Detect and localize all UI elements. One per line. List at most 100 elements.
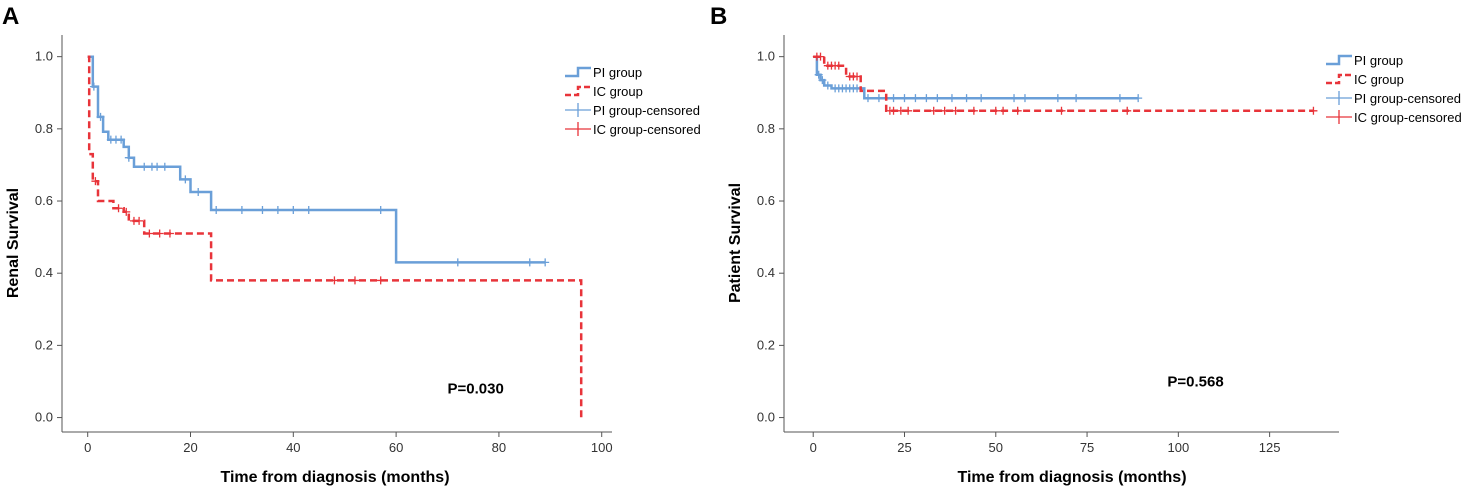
panel-b-x-tick-label-3: 75 (1080, 440, 1094, 455)
panel-b-legend-swatch-3 (1326, 110, 1352, 124)
panel-b-letter: B (710, 3, 727, 30)
panel-b-series-1-censor-mark-8 (853, 72, 862, 81)
panel-b-y-tick-label-1: 0.2 (757, 337, 775, 352)
panel-b-y-axis-title: Patient Survival (727, 183, 744, 303)
panel-b-series-1-censor-mark-11 (896, 106, 905, 115)
panel-b-series-0-censor-mark-14 (911, 94, 920, 103)
panel-a-series-1-censor-mark-9 (350, 276, 359, 285)
panel-a-series-0-censor-mark-17 (304, 206, 313, 215)
panel-a-legend-swatch-2 (565, 103, 591, 117)
panel-b-series-1-censor-mark-20 (1057, 106, 1066, 115)
panel-b-series-0-censor-mark-1 (818, 76, 827, 85)
panel-b-series-1-censor-mark-14 (940, 106, 949, 115)
panel-a-series-0-censor-mark-4 (117, 135, 126, 144)
panel-a-x-tick-label-1: 20 (183, 440, 197, 455)
panel-a-series-0-censor-mark-14 (258, 206, 267, 215)
panel-b-y-tick-label-2: 0.4 (757, 265, 775, 280)
panel-b-series-1-censor-mark-10 (889, 106, 898, 115)
panel-b-series-0-censor-mark-21 (1020, 94, 1029, 103)
panel-a-series-0-censor-mark-10 (181, 175, 190, 184)
panel-a-series-0-censor-mark-8 (153, 162, 162, 171)
panel-a-series-1-curve (87, 55, 583, 418)
panel-b-y-tick-label-4: 0.8 (757, 121, 775, 136)
panel-a-series-0-censor-mark-13 (237, 206, 246, 215)
panel-a-x-tick-label-0: 0 (84, 440, 91, 455)
panel-a-renal-survival: A Time from diagnosis (months) Renal Sur… (2, 3, 701, 486)
panel-a-y-axis-title: Renal Survival (5, 188, 22, 298)
panel-b-y-tick-label-0: 0.0 (757, 410, 775, 425)
panel-b-series-1-censor-mark-22 (1309, 106, 1318, 115)
panel-a-series-0-censor-mark-11 (194, 187, 203, 196)
panel-b-y-tick-label-5: 1.0 (757, 49, 775, 64)
panel-a-series-0-censor-mark-16 (289, 206, 298, 215)
panel-a-p-value: P=0.030 (448, 381, 504, 398)
panel-b-series-0-censor-mark-19 (977, 94, 986, 103)
panel-b-legend: PI group IC group PI group-censored IC grou… (1326, 53, 1462, 125)
panel-a-series-0-curve (87, 55, 546, 264)
panel-b-series-0-censor-mark-24 (1115, 94, 1124, 103)
panel-b-x-tick-label-1: 25 (897, 440, 911, 455)
panel-b-series-0-censor-mark-17 (947, 94, 956, 103)
panel-a-legend-label-1: IC group (593, 84, 643, 99)
panel-b-series-1-curve (813, 55, 1314, 113)
panel-b-x-axis-title: Time from diagnosis (months) (957, 469, 1186, 486)
panel-b-series-0-censor-mark-12 (889, 94, 898, 103)
panel-a-series-0-censor-mark-5 (124, 153, 133, 162)
panel-a-y-tick-label-3: 0.6 (35, 193, 53, 208)
panel-b-series-0-censor-mark-11 (874, 94, 883, 103)
panel-b-series-1-censor-mark-21 (1123, 106, 1132, 115)
panel-b-series-0-censor-mark-18 (962, 94, 971, 103)
panel-b-series-1-censor-mark-17 (991, 106, 1000, 115)
panel-b-x-tick-label-5: 125 (1259, 440, 1281, 455)
panel-a-x-axis-title: Time from diagnosis (months) (220, 469, 449, 486)
panel-b-legend-label-0: PI group (1354, 53, 1403, 68)
panel-a-legend-swatch-1 (565, 85, 591, 97)
panel-b-series-0-censor-mark-2 (823, 81, 832, 90)
panel-a-series-1-censor-mark-7 (165, 229, 174, 238)
panel-a-series-0-censor-mark-20 (525, 258, 534, 267)
panel-a-series-0-censor-mark-21 (541, 258, 550, 267)
panel-a-series-0-censor-mark-12 (212, 206, 221, 215)
panel-a-legend: PI group IC group PI group-censored IC grou… (565, 65, 701, 137)
panel-b-series-1-censor-mark-5 (834, 61, 843, 70)
panel-b-series-1-censor-mark-19 (1013, 106, 1022, 115)
panel-a-x-tick-label-2: 40 (286, 440, 300, 455)
panel-a-series-0-censor-mark-9 (160, 162, 169, 171)
panel-b-series-0-censor-mark-15 (922, 94, 931, 103)
panel-b-series-1-censor-mark-16 (969, 106, 978, 115)
panel-b-series-1-censor-mark-13 (929, 106, 938, 115)
panel-a-series-1-censor-mark-0 (91, 177, 100, 186)
panel-a-series-0-censor-mark-1 (96, 112, 105, 121)
panel-b-series-0-censor-mark-20 (1010, 94, 1019, 103)
panel-a-legend-swatch-0 (565, 66, 591, 78)
panel-a-letter: A (2, 3, 19, 30)
panel-b-y-tick-label-3: 0.6 (757, 193, 775, 208)
panel-b-series-0-censor-mark-16 (933, 94, 942, 103)
panel-a-series-1-censor-mark-8 (330, 276, 339, 285)
panel-a-series-0-censor-mark-19 (453, 258, 462, 267)
panel-b-legend-swatch-0 (1326, 54, 1352, 66)
panel-b-series-1-censor-mark-1 (816, 52, 825, 61)
panel-a-series-1-censor-mark-5 (145, 229, 154, 238)
panel-a-series-0-censor-mark-0 (89, 82, 98, 91)
panel-a-series-1-censor-mark-4 (135, 216, 144, 225)
panel-b-x-tick-label-0: 0 (810, 440, 817, 455)
panel-a-series-0-censor-mark-18 (376, 206, 385, 215)
panel-b-patient-survival: B Time from diagnosis (months) Patient S… (710, 3, 1462, 486)
panel-b-p-value: P=0.568 (1167, 373, 1223, 390)
panel-b-x-tick-label-2: 50 (989, 440, 1003, 455)
panel-a-legend-label-3: IC group-censored (593, 122, 701, 137)
panel-b-series-0-censor-mark-22 (1053, 94, 1062, 103)
panel-a-series-0-censor-mark-15 (273, 206, 282, 215)
panel-a-series-1-censor-mark-10 (376, 276, 385, 285)
panel-a-y-tick-label-4: 0.8 (35, 121, 53, 136)
panel-b-series-0-censor-mark-23 (1072, 94, 1081, 103)
panel-b-series-0-censor-mark-0 (814, 70, 823, 79)
panel-b-legend-label-1: IC group (1354, 72, 1404, 87)
panel-b-series-1-censor-mark-12 (904, 106, 913, 115)
panel-b-series-1-censor-mark-18 (999, 106, 1008, 115)
panel-b-legend-label-2: PI group-censored (1354, 91, 1461, 106)
panel-b-legend-label-3: IC group-censored (1354, 110, 1462, 125)
panel-b-x-tick-label-4: 100 (1167, 440, 1189, 455)
panel-b-series-1-censor-mark-15 (951, 106, 960, 115)
